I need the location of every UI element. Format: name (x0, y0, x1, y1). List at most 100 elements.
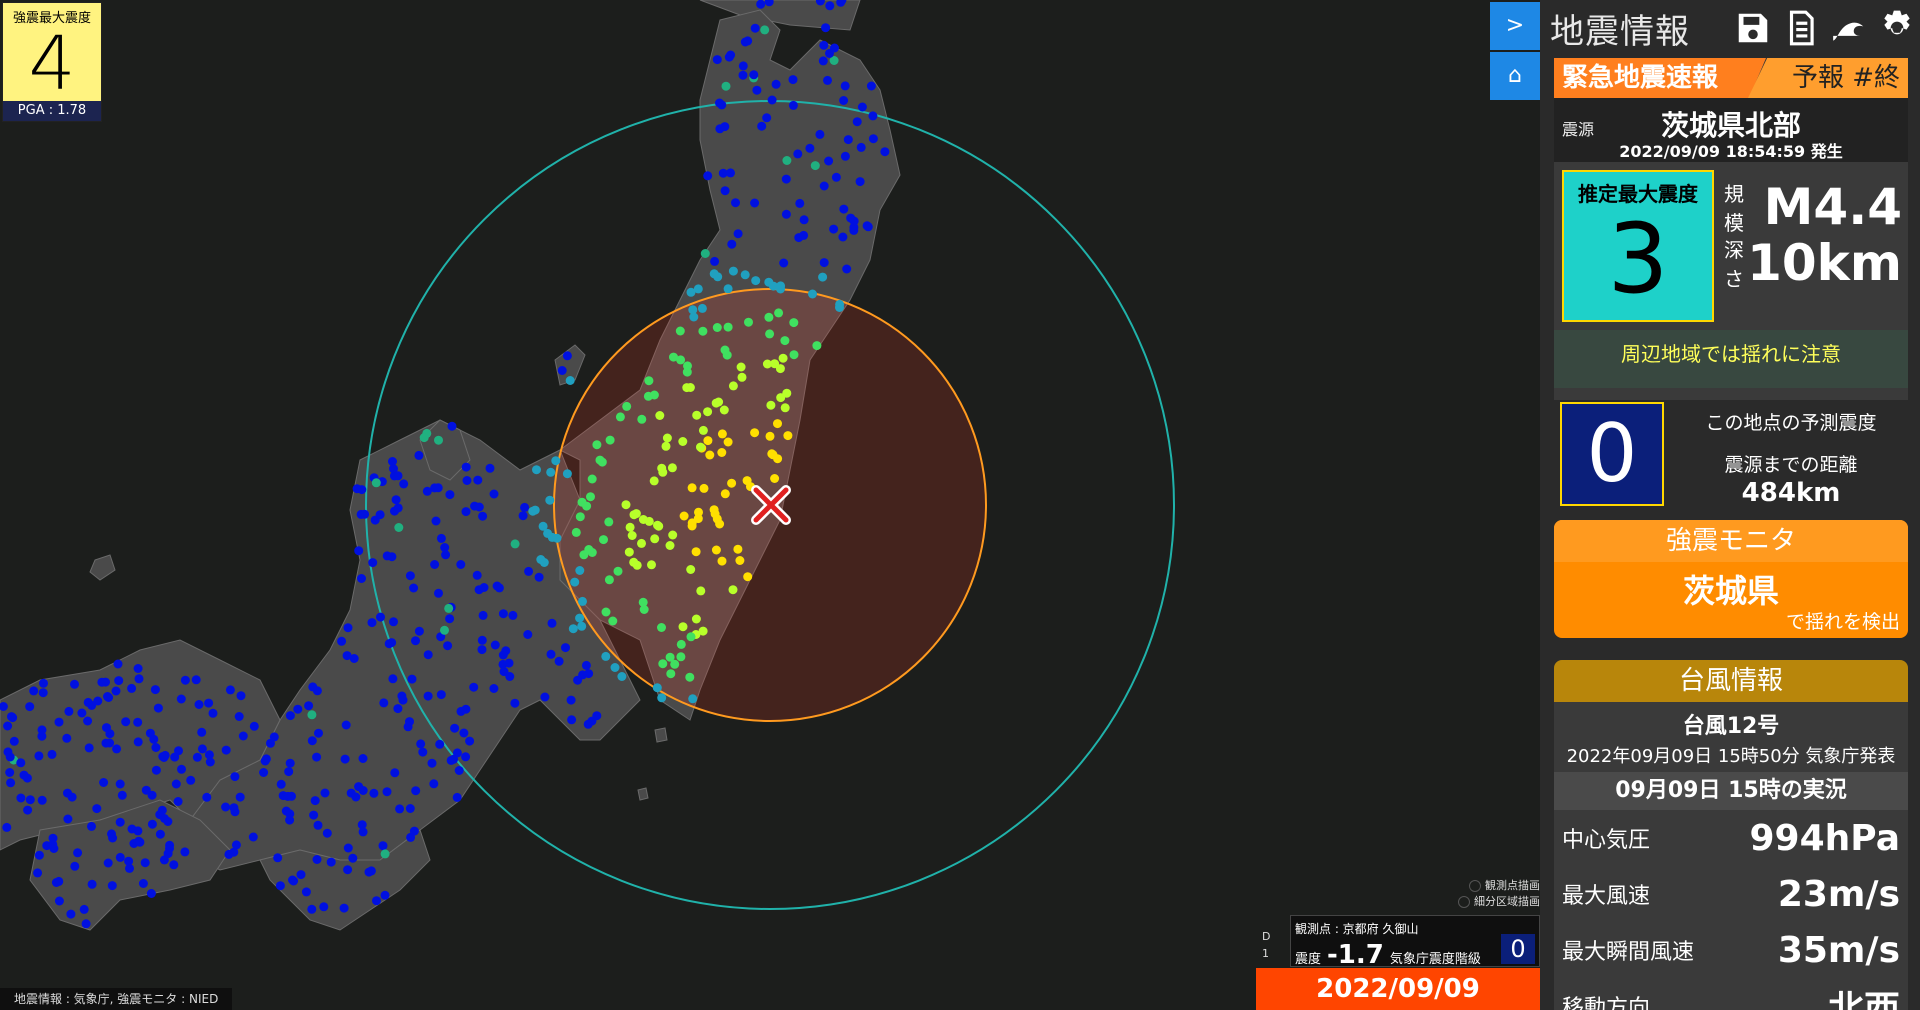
station-dot[interactable] (831, 172, 841, 182)
station-dot[interactable] (566, 695, 576, 705)
station-dot[interactable] (155, 829, 165, 839)
station-dot[interactable] (114, 676, 124, 686)
station-dot[interactable] (793, 149, 803, 159)
station-dot[interactable] (236, 691, 246, 701)
station-dot[interactable] (551, 456, 561, 466)
station-dot[interactable] (285, 758, 295, 768)
station-dot[interactable] (810, 161, 820, 171)
station-dot[interactable] (740, 37, 750, 47)
station-dot[interactable] (698, 326, 708, 336)
station-dot[interactable] (546, 467, 556, 477)
station-dot[interactable] (387, 638, 397, 648)
station-dot[interactable] (768, 281, 778, 291)
station-dot[interactable] (416, 739, 426, 749)
station-dot[interactable] (454, 766, 464, 775)
station-dot[interactable] (510, 539, 520, 549)
station-dot[interactable] (668, 530, 678, 540)
station-dot[interactable] (621, 500, 631, 510)
station-dot[interactable] (818, 56, 828, 66)
station-dot[interactable] (676, 639, 686, 649)
station-dot[interactable] (414, 626, 424, 636)
station-dot[interactable] (540, 692, 550, 702)
station-dot[interactable] (34, 850, 44, 860)
station-dot[interactable] (698, 626, 708, 636)
station-dot[interactable] (461, 462, 471, 472)
station-dot[interactable] (723, 322, 733, 332)
station-dot[interactable] (711, 545, 721, 555)
station-dot[interactable] (818, 272, 828, 282)
station-dot[interactable] (805, 143, 815, 153)
station-dot[interactable] (465, 736, 475, 746)
station-dot[interactable] (447, 421, 457, 431)
station-dot[interactable] (342, 651, 352, 661)
station-dot[interactable] (686, 565, 696, 574)
station-dot[interactable] (446, 755, 456, 765)
station-dot[interactable] (799, 230, 809, 240)
station-dot[interactable] (554, 656, 564, 666)
station-dot[interactable] (125, 863, 134, 873)
station-dot[interactable] (169, 860, 179, 870)
option-region-draw[interactable]: 細分区域描画 (1440, 894, 1540, 910)
station-dot[interactable] (638, 597, 648, 607)
station-dot[interactable] (655, 411, 665, 420)
station-dot[interactable] (411, 636, 420, 646)
station-dot[interactable] (629, 557, 639, 567)
station-dot[interactable] (63, 814, 73, 824)
station-dot[interactable] (230, 772, 240, 782)
station-dot[interactable] (0, 702, 8, 711)
station-dot[interactable] (171, 779, 181, 789)
station-dot[interactable] (450, 723, 460, 733)
station-dot[interactable] (127, 824, 137, 834)
station-dot[interactable] (726, 168, 735, 178)
station-dot[interactable] (394, 523, 404, 532)
station-dot[interactable] (740, 270, 750, 280)
station-dot[interactable] (775, 364, 785, 374)
station-dot[interactable] (16, 758, 26, 768)
station-dot[interactable] (719, 405, 729, 415)
station-dot[interactable] (87, 821, 96, 831)
station-dot[interactable] (474, 585, 484, 595)
station-dot[interactable] (430, 483, 440, 493)
station-dot[interactable] (686, 287, 696, 297)
station-dot[interactable] (736, 362, 746, 372)
station-dot[interactable] (604, 575, 614, 585)
station-dot[interactable] (727, 239, 737, 249)
station-dot[interactable] (229, 803, 239, 813)
station-dot[interactable] (557, 366, 567, 375)
station-dot[interactable] (538, 521, 548, 531)
station-dot[interactable] (766, 400, 776, 410)
station-dot[interactable] (191, 675, 201, 685)
gear-icon[interactable] (1874, 5, 1920, 51)
station-dot[interactable] (649, 476, 659, 486)
station-dot[interactable] (5, 768, 15, 777)
station-dot[interactable] (770, 474, 780, 483)
station-dot[interactable] (165, 840, 175, 850)
station-dot[interactable] (380, 890, 390, 900)
station-dot[interactable] (431, 516, 441, 526)
station-dot[interactable] (657, 693, 667, 703)
station-dot[interactable] (782, 156, 792, 165)
station-dot[interactable] (532, 465, 541, 475)
station-dot[interactable] (855, 177, 865, 187)
station-dot[interactable] (815, 0, 825, 6)
station-dot[interactable] (691, 547, 701, 557)
station-dot[interactable] (610, 663, 620, 672)
station-dot[interactable] (837, 0, 847, 5)
station-dot[interactable] (112, 744, 122, 754)
station-dot[interactable] (358, 827, 368, 837)
station-dot[interactable] (37, 731, 47, 741)
station-dot[interactable] (380, 849, 390, 859)
station-dot[interactable] (723, 284, 733, 294)
station-dot[interactable] (838, 232, 848, 242)
station-dot[interactable] (275, 881, 285, 891)
station-dot[interactable] (301, 887, 311, 897)
station-dot[interactable] (107, 881, 117, 891)
station-dot[interactable] (717, 556, 727, 566)
station-dot[interactable] (650, 534, 660, 544)
station-dot[interactable] (304, 701, 314, 711)
station-dot[interactable] (66, 909, 76, 919)
station-dot[interactable] (445, 490, 455, 500)
station-dot[interactable] (376, 612, 385, 622)
station-dot[interactable] (409, 583, 419, 593)
station-dot[interactable] (738, 70, 748, 80)
